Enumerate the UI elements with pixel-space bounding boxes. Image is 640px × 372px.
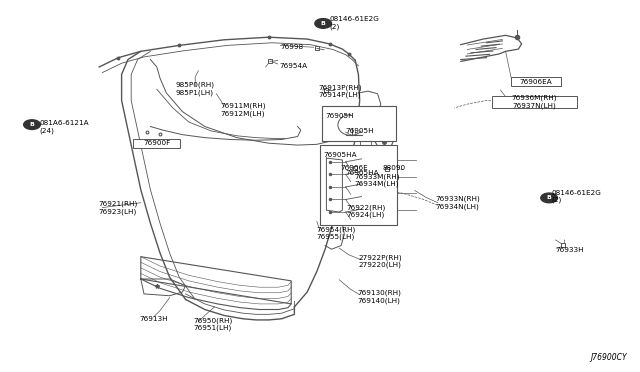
Text: 76913H: 76913H <box>140 316 168 322</box>
Text: 769130(RH)
769140(LH): 769130(RH) 769140(LH) <box>357 290 401 304</box>
Text: 08146-61E2G
(2): 08146-61E2G (2) <box>330 16 380 30</box>
Circle shape <box>24 120 40 129</box>
Text: 985P0(RH)
985P1(LH): 985P0(RH) 985P1(LH) <box>176 81 215 96</box>
Text: 76905H: 76905H <box>346 128 374 134</box>
Text: 76911M(RH)
76912M(LH): 76911M(RH) 76912M(LH) <box>221 103 266 117</box>
FancyBboxPatch shape <box>133 139 180 148</box>
Text: 88090: 88090 <box>383 165 406 171</box>
FancyBboxPatch shape <box>322 106 396 141</box>
Circle shape <box>541 193 557 203</box>
Text: 76905HA: 76905HA <box>345 170 379 176</box>
Text: B: B <box>29 122 35 127</box>
Text: 76933M(RH)
76934M(LH): 76933M(RH) 76934M(LH) <box>355 173 400 187</box>
Text: 27922P(RH)
279220(LH): 27922P(RH) 279220(LH) <box>358 254 402 268</box>
FancyBboxPatch shape <box>320 145 397 225</box>
Text: 76913P(RH)
76914P(LH): 76913P(RH) 76914P(LH) <box>319 84 362 98</box>
Text: 76954A: 76954A <box>280 63 308 69</box>
Text: 08146-61E2G
(2): 08146-61E2G (2) <box>552 190 602 203</box>
Text: 76906EA: 76906EA <box>519 79 552 85</box>
Text: 76906E: 76906E <box>340 165 368 171</box>
Text: B: B <box>321 21 326 26</box>
Text: 76900F: 76900F <box>143 140 170 146</box>
Text: 76936M(RH)
76937N(LH): 76936M(RH) 76937N(LH) <box>511 95 557 109</box>
Text: J76900CY: J76900CY <box>591 353 627 362</box>
Text: 081A6-6121A
(24): 081A6-6121A (24) <box>40 121 90 134</box>
Text: 76922(RH)
76924(LH): 76922(RH) 76924(LH) <box>347 204 386 218</box>
Text: 76998: 76998 <box>280 44 303 50</box>
Text: 76950(RH)
76951(LH): 76950(RH) 76951(LH) <box>193 317 232 331</box>
Text: B: B <box>547 195 552 201</box>
Text: 76905H: 76905H <box>325 113 354 119</box>
FancyBboxPatch shape <box>492 96 577 108</box>
Text: 76905HA: 76905HA <box>323 152 357 158</box>
Text: 76954(RH)
76955(LH): 76954(RH) 76955(LH) <box>316 226 355 240</box>
Text: 76933H: 76933H <box>556 247 584 253</box>
Text: 76933N(RH)
76934N(LH): 76933N(RH) 76934N(LH) <box>435 196 480 210</box>
Circle shape <box>315 19 332 28</box>
FancyBboxPatch shape <box>511 77 561 86</box>
Text: 76921(RH)
76923(LH): 76921(RH) 76923(LH) <box>98 201 137 215</box>
